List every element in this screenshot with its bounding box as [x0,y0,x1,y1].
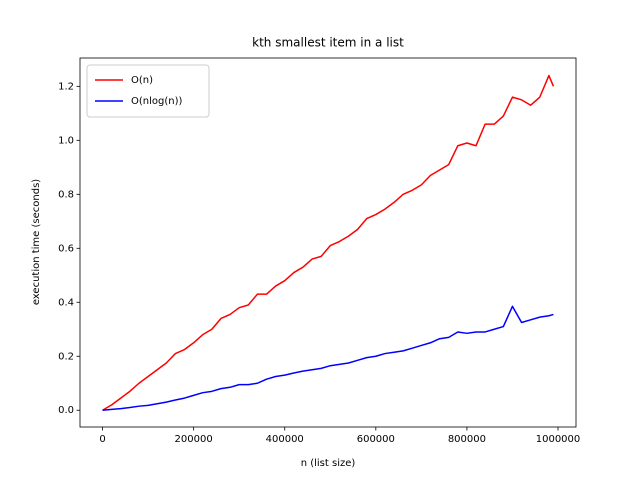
x-tick-label: 800000 [448,434,486,445]
x-tick-label: 400000 [266,434,304,445]
x-tick-label: 1000000 [536,434,581,445]
y-tick-label: 0.8 [58,189,74,200]
y-tick-label: 1.0 [58,135,74,146]
y-axis-label: execution time (seconds) [31,179,42,305]
x-tick-label: 200000 [175,434,213,445]
x-tick-label: 0 [99,434,105,445]
series-line [102,305,554,411]
y-tick-label: 0.6 [58,243,74,254]
y-tick-label: 0.4 [58,297,74,308]
y-tick-label: 0.0 [58,405,74,416]
legend-label: O(n) [131,75,153,86]
legend-box [86,64,210,118]
x-axis-label: n (list size) [301,458,356,469]
axes-frame [79,57,577,428]
chart-title: kth smallest item in a list [252,36,404,50]
y-tick-label: 0.2 [58,351,74,362]
x-tick-label: 600000 [357,434,395,445]
series-line [102,74,555,411]
plot-area [102,74,555,411]
y-tick-label: 1.2 [58,81,74,92]
legend-label: O(nlog(n)) [131,96,182,107]
